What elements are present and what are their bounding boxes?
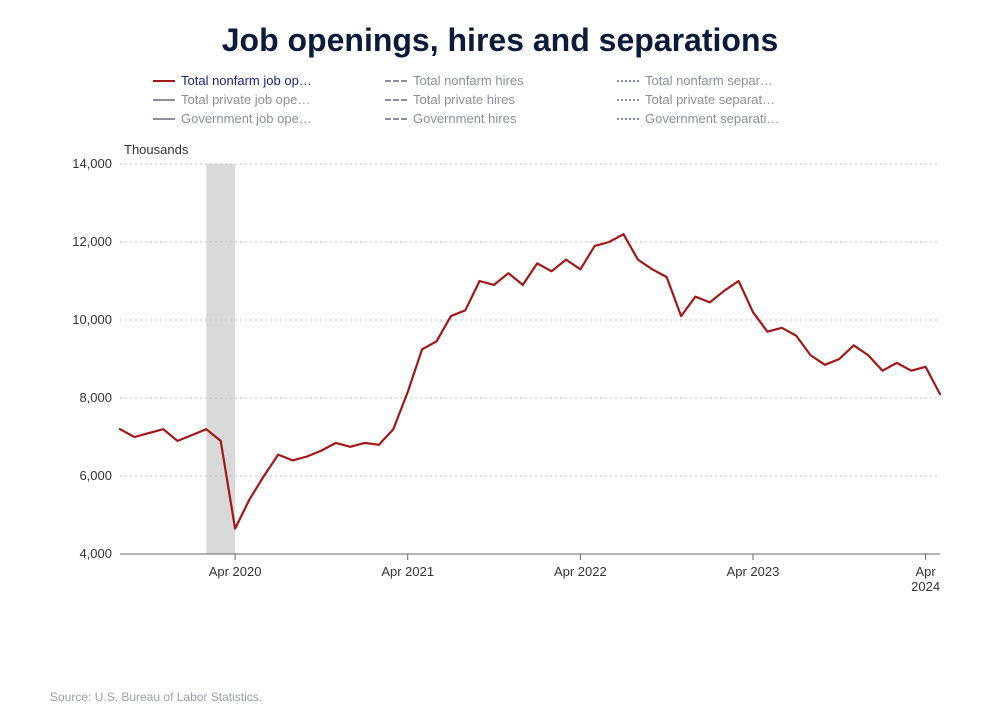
legend-label: Total private separat… [645, 92, 775, 107]
legend-label: Total private hires [413, 92, 515, 107]
legend-swatch [385, 80, 407, 82]
legend-swatch [153, 80, 175, 82]
legend-swatch [385, 118, 407, 120]
legend-item-5[interactable]: Government hires [385, 111, 615, 126]
legend-swatch [385, 99, 407, 101]
legend-swatch [153, 118, 175, 120]
legend-label: Government hires [413, 111, 516, 126]
legend-label: Total nonfarm job op… [181, 73, 312, 88]
chart-source: Source: U.S. Bureau of Labor Statistics. [50, 690, 262, 704]
chart-legend: Total nonfarm job op… Total nonfarm hires… [153, 73, 847, 126]
chart-plot-area: Thousands 4,0006,0008,00010,00012,00014,… [50, 134, 950, 604]
legend-item-0[interactable]: Total nonfarm job op… [153, 73, 383, 88]
legend-item-1[interactable]: Total private job ope… [153, 92, 383, 107]
legend-item-6[interactable]: Total nonfarm separ… [617, 73, 847, 88]
legend-item-2[interactable]: Government job ope… [153, 111, 383, 126]
legend-swatch [617, 118, 639, 120]
chart-title: Job openings, hires and separations [0, 22, 1000, 59]
legend-label: Government job ope… [181, 111, 312, 126]
legend-swatch [617, 80, 639, 82]
legend-label: Government separati… [645, 111, 779, 126]
chart-svg [50, 134, 950, 604]
legend-label: Total nonfarm separ… [645, 73, 773, 88]
legend-label: Total nonfarm hires [413, 73, 524, 88]
legend-item-4[interactable]: Total private hires [385, 92, 615, 107]
legend-item-3[interactable]: Total nonfarm hires [385, 73, 615, 88]
series-line-0 [120, 234, 940, 528]
legend-label: Total private job ope… [181, 92, 310, 107]
legend-swatch [153, 99, 175, 101]
legend-item-8[interactable]: Government separati… [617, 111, 847, 126]
legend-item-7[interactable]: Total private separat… [617, 92, 847, 107]
legend-swatch [617, 99, 639, 101]
